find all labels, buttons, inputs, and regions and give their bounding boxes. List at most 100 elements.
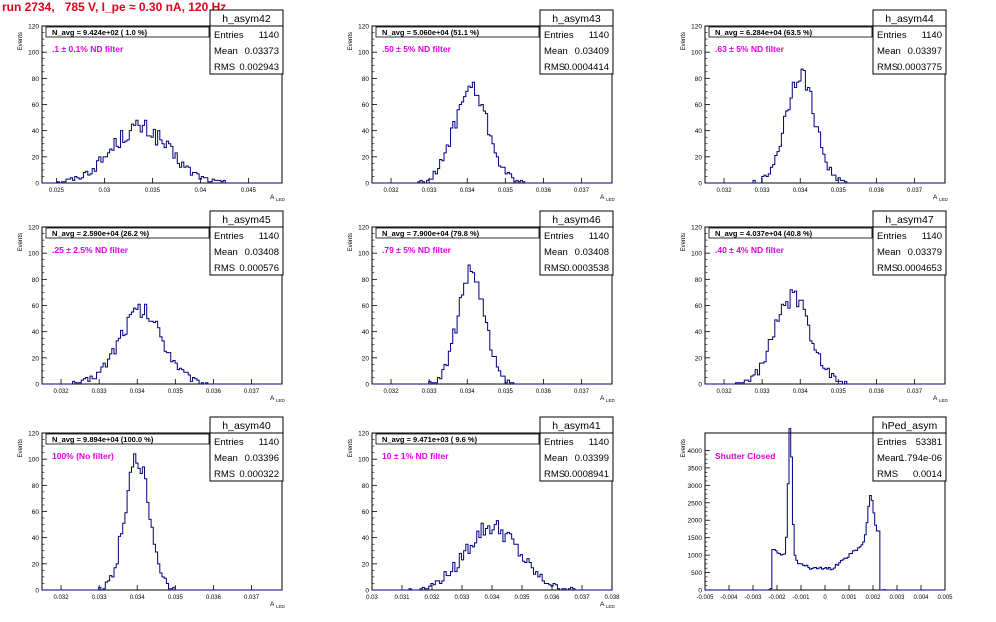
chart-h_asym47-ytick-label: 40 — [695, 329, 703, 336]
chart-h_asym44-ylabel: Events — [681, 32, 687, 50]
chart-h_asym45-xtick-label: 0.036 — [206, 389, 222, 395]
chart-h_asym42-ytick-label: 40 — [32, 128, 40, 135]
chart-h_asym42-stats-label: Entries — [214, 30, 244, 41]
chart-h_asym43-ytick-label: 20 — [362, 154, 370, 161]
chart-h_asym44-stats-name: h_asym44 — [885, 13, 934, 25]
chart-h_asym42-note: .1 ± 0.1% ND filter — [52, 44, 124, 54]
chart-h_asym45-stats-box — [209, 210, 284, 276]
chart-h_asym41-stats-label: RMS — [544, 469, 565, 480]
chart-h_asym41-stats-label: Mean — [544, 453, 568, 464]
chart-h_asym42-xlabel: A — [270, 194, 275, 201]
chart-h_asym44-navg-box — [708, 26, 873, 38]
chart-h_asym42-ytick-label: 100 — [28, 50, 39, 57]
chart-hPed_asym-stats-box — [872, 416, 947, 482]
chart-h_asym44-xtick-label: 0.034 — [793, 188, 809, 194]
chart-h_asym40-stats-label: Mean — [214, 453, 238, 464]
chart-h_asym47-ytick-label: 100 — [691, 251, 702, 258]
chart-h_asym43-xlabel: A — [600, 194, 605, 201]
chart-h_asym40-stats-value: 0.000322 — [239, 469, 279, 480]
chart-h_asym43-xtick-label: 0.035 — [498, 188, 514, 194]
chart-hPed_asym-ylabel: Events — [681, 439, 687, 457]
chart-h_asym41-xtick-label: 0.032 — [424, 595, 440, 601]
chart-h_asym46-ytick-label: 80 — [362, 277, 370, 284]
chart-h_asym43-xtick-label: 0.034 — [460, 188, 476, 194]
chart-h_asym45-ytick-label: 40 — [32, 329, 40, 336]
chart-h_asym45-ytick-label: 80 — [32, 277, 40, 284]
chart-h_asym43-xtick-label: 0.032 — [384, 188, 400, 194]
chart-h_asym43-stats-name: h_asym43 — [552, 13, 601, 25]
chart-h_asym45-ytick-label: 20 — [32, 355, 40, 362]
chart-h_asym43-stats-label: RMS — [544, 62, 565, 73]
chart-h_asym43-ytick-label: 60 — [362, 102, 370, 109]
chart-h_asym46-xtick-label: 0.035 — [498, 389, 514, 395]
chart-hPed_asym-xtick-label: 0.004 — [913, 595, 929, 601]
chart-h_asym43-navg-box — [375, 26, 540, 38]
chart-h_asym40-stats-value: 0.03396 — [245, 453, 279, 464]
chart-h_asym47-xlabel-sub: LED — [939, 398, 949, 403]
chart-h_asym41-xlabel: A — [600, 601, 605, 608]
chart-h_asym46-ytick-label: 120 — [358, 225, 369, 232]
chart-h_asym46-ytick-label: 40 — [362, 329, 370, 336]
chart-h_asym47-xtick-label: 0.036 — [869, 389, 885, 395]
chart-h_asym45-xtick-label: 0.034 — [130, 389, 146, 395]
chart-h_asym40-xtick-label: 0.032 — [54, 595, 70, 601]
chart-h_asym43-xtick-label: 0.037 — [574, 188, 590, 194]
chart-h_asym41-xtick-label: 0.035 — [514, 595, 530, 601]
chart-h_asym44-stats-value: 0.03397 — [908, 46, 942, 57]
chart-h_asym40-xtick-label: 0.035 — [168, 595, 184, 601]
chart-h_asym43-histogram — [372, 81, 612, 184]
chart-h_asym46-navg-box — [375, 227, 540, 239]
chart-h_asym40-ytick-label: 20 — [32, 561, 40, 568]
chart-hPed_asym-ytick-label: 4000 — [688, 448, 703, 455]
chart-h_asym45-histogram — [42, 303, 282, 385]
chart-h_asym47-stats-label: Mean — [877, 247, 901, 258]
chart-h_asym42-navg-box — [45, 26, 210, 38]
chart-h_asym44-note: .63 ± 5% ND filter — [715, 44, 785, 54]
chart-h_asym45-navg: N_avg = 2.590e+04 (26.2 %) — [52, 229, 150, 238]
chart-h_asym47-xtick-label: 0.032 — [717, 389, 733, 395]
chart-h_asym47-navg: N_avg = 4.037e+04 (40.8 %) — [715, 229, 813, 238]
chart-h_asym42-stats-name: h_asym42 — [222, 13, 271, 25]
chart-hPed_asym-xtick-label: -0.005 — [696, 595, 714, 601]
chart-hPed_asym-xtick-label: 0 — [823, 595, 827, 601]
chart-h_asym46-xtick-label: 0.032 — [384, 389, 400, 395]
chart-h_asym47-xtick-label: 0.033 — [755, 389, 771, 395]
chart-h_asym41-xtick-label: 0.031 — [394, 595, 410, 601]
chart-h_asym47-note: .40 ± 4% ND filter — [715, 245, 785, 255]
chart-h_asym40-stats-label: Entries — [214, 437, 244, 448]
chart-h_asym45-xlabel: A — [270, 395, 275, 402]
chart-h_asym44-xlabel: A — [933, 194, 938, 201]
chart-h_asym41-stats-value: 0.03399 — [575, 453, 609, 464]
chart-h_asym43-stats-box — [539, 9, 614, 75]
chart-hPed_asym-ytick-label: 500 — [691, 570, 702, 577]
chart-h_asym40-stats-value: 1140 — [259, 437, 279, 448]
chart-h_asym46-ytick-label: 60 — [362, 303, 370, 310]
chart-h_asym42-xtick-label: 0.045 — [241, 188, 257, 194]
chart-h_asym44-ytick-label: 100 — [691, 50, 702, 57]
chart-h_asym41-ytick-label: 20 — [362, 561, 370, 568]
chart-h_asym45-stats-value: 1140 — [259, 231, 279, 242]
chart-h_asym47-xlabel: A — [933, 395, 938, 402]
chart-h_asym41-ytick-label: 120 — [358, 431, 369, 438]
chart-h_asym43-ytick-label: 40 — [362, 128, 370, 135]
chart-h_asym41-stats-value: 1140 — [589, 437, 609, 448]
chart-h_asym40-ytick-label: 120 — [28, 431, 39, 438]
chart-h_asym43-stats-label: Mean — [544, 46, 568, 57]
chart-h_asym41-stats-box — [539, 416, 614, 482]
chart-h_asym46-xtick-label: 0.036 — [536, 389, 552, 395]
chart-h_asym43-note: .50 ± 5% ND filter — [382, 44, 452, 54]
chart-h_asym44-xtick-label: 0.037 — [907, 188, 923, 194]
chart-h_asym46-stats-value: 0.0003538 — [564, 263, 609, 274]
chart-h_asym41-note: 10 ± 1% ND filter — [382, 451, 449, 461]
chart-h_asym44-ytick-label: 120 — [691, 24, 702, 31]
chart-h_asym44-xtick-label: 0.033 — [755, 188, 771, 194]
chart-h_asym45-stats-label: RMS — [214, 263, 235, 274]
chart-h_asym47-xtick-label: 0.035 — [831, 389, 847, 395]
chart-hPed_asym-stats-value: 1.794e-06 — [899, 453, 942, 464]
chart-h_asym41-histogram — [372, 520, 612, 591]
chart-h_asym42-histogram — [42, 119, 282, 184]
chart-h_asym46-ylabel: Events — [348, 233, 354, 251]
chart-h_asym40-stats-box — [209, 416, 284, 482]
chart-h_asym42-stats-value: 0.002943 — [239, 62, 279, 73]
chart-h_asym47-stats-value: 0.0004653 — [897, 263, 942, 274]
